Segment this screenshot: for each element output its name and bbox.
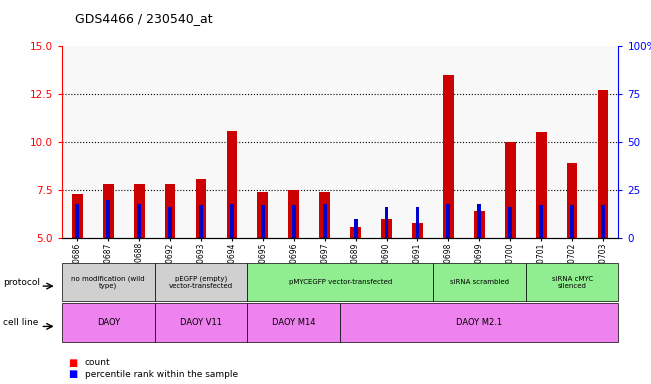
Bar xyxy=(474,211,485,238)
Bar xyxy=(412,223,423,238)
Bar xyxy=(536,132,547,238)
Bar xyxy=(601,205,605,238)
Text: ■: ■ xyxy=(68,369,77,379)
Text: DAOY M14: DAOY M14 xyxy=(272,318,316,327)
Bar xyxy=(477,204,481,238)
Text: siRNA scrambled: siRNA scrambled xyxy=(450,279,509,285)
Text: DAOY V11: DAOY V11 xyxy=(180,318,222,327)
Bar xyxy=(570,205,574,238)
Bar xyxy=(292,205,296,238)
Bar xyxy=(353,219,357,238)
Text: DAOY M2.1: DAOY M2.1 xyxy=(456,318,503,327)
Bar xyxy=(539,205,543,238)
Bar xyxy=(319,192,330,238)
Bar xyxy=(227,131,238,238)
Text: ■: ■ xyxy=(68,358,77,368)
Text: percentile rank within the sample: percentile rank within the sample xyxy=(85,370,238,379)
Text: protocol: protocol xyxy=(3,278,40,287)
Bar xyxy=(103,184,114,238)
Bar xyxy=(76,204,79,238)
Bar xyxy=(505,142,516,238)
Bar xyxy=(350,227,361,238)
Text: DAOY: DAOY xyxy=(96,318,120,327)
Bar xyxy=(508,207,512,238)
Bar xyxy=(443,75,454,238)
Bar xyxy=(165,184,176,238)
Text: siRNA cMYC
silenced: siRNA cMYC silenced xyxy=(551,276,592,289)
Bar xyxy=(381,219,392,238)
Text: cell line: cell line xyxy=(3,318,38,327)
Bar xyxy=(261,205,265,238)
Bar xyxy=(168,207,172,238)
Bar xyxy=(230,204,234,238)
Bar xyxy=(415,207,419,238)
Bar xyxy=(288,190,299,238)
Bar xyxy=(598,90,609,238)
Bar xyxy=(257,192,268,238)
Bar xyxy=(447,204,450,238)
Bar xyxy=(133,184,145,238)
Text: no modification (wild
type): no modification (wild type) xyxy=(72,275,145,289)
Bar xyxy=(137,204,141,238)
Bar xyxy=(106,200,110,238)
Bar xyxy=(323,204,327,238)
Bar xyxy=(195,179,206,238)
Bar xyxy=(199,205,203,238)
Text: GDS4466 / 230540_at: GDS4466 / 230540_at xyxy=(75,12,212,25)
Bar xyxy=(72,194,83,238)
Text: pEGFP (empty)
vector-transfected: pEGFP (empty) vector-transfected xyxy=(169,275,233,289)
Bar xyxy=(566,163,577,238)
Bar xyxy=(385,207,389,238)
Text: count: count xyxy=(85,358,110,367)
Text: pMYCEGFP vector-transfected: pMYCEGFP vector-transfected xyxy=(288,279,392,285)
